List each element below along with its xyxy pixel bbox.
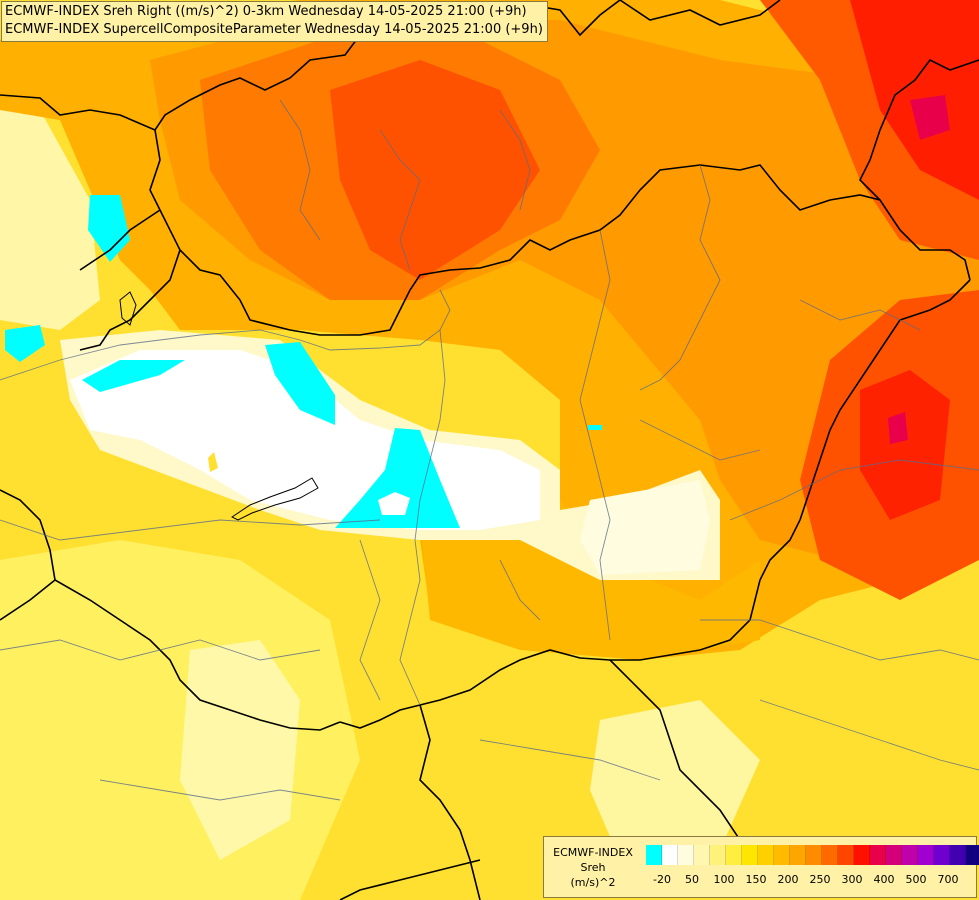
legend-tick-label: 700 bbox=[937, 873, 959, 886]
field-pale-sw bbox=[180, 640, 300, 860]
legend-tick-label: 400 bbox=[873, 873, 895, 886]
map-title-box: ECMWF-INDEX Sreh Right ((m/s)^2) 0-3km W… bbox=[1, 1, 548, 42]
legend-swatch bbox=[710, 845, 726, 865]
field-cyan-3 bbox=[82, 360, 185, 392]
lake-neusiedl bbox=[119, 291, 137, 326]
legend-ticks: -20 50 100 150 200 250 300 400 500 700 bbox=[644, 873, 974, 889]
field-pale-se bbox=[590, 700, 760, 860]
legend-swatch bbox=[790, 845, 806, 865]
field-cyan-1 bbox=[88, 195, 130, 262]
field-white-east bbox=[580, 480, 710, 575]
field-yellow-speck bbox=[208, 452, 218, 472]
legend-tick-label: 500 bbox=[905, 873, 927, 886]
field-cyan-5 bbox=[335, 428, 460, 528]
legend-swatch bbox=[806, 845, 822, 865]
legend-label-line1: ECMWF-INDEX bbox=[553, 846, 633, 859]
field-cyan-2 bbox=[5, 325, 45, 362]
legend-swatch bbox=[934, 845, 950, 865]
field-red-north bbox=[330, 60, 540, 280]
lake-balaton bbox=[231, 477, 319, 521]
legend-tick-label: 250 bbox=[809, 873, 831, 886]
map-title-line2: ECMWF-INDEX SupercellCompositeParameter … bbox=[5, 22, 543, 37]
field-pale-w bbox=[0, 110, 100, 330]
legend-swatch bbox=[870, 845, 886, 865]
field-white-in-cyan bbox=[378, 492, 410, 515]
legend-swatch bbox=[966, 845, 979, 865]
legend-tick-label: 200 bbox=[777, 873, 799, 886]
field-deepred-east bbox=[860, 370, 950, 520]
legend-swatch bbox=[742, 845, 758, 865]
legend-swatch bbox=[662, 845, 678, 865]
legend-tick-label: 50 bbox=[685, 873, 699, 886]
legend-swatch bbox=[822, 845, 838, 865]
legend-swatch bbox=[902, 845, 918, 865]
map-title-line1: ECMWF-INDEX Sreh Right ((m/s)^2) 0-3km W… bbox=[5, 4, 527, 19]
legend-swatch bbox=[854, 845, 870, 865]
legend-tick-label: 150 bbox=[745, 873, 767, 886]
legend-swatch bbox=[950, 845, 966, 865]
legend-swatch bbox=[886, 845, 902, 865]
rivers-admin bbox=[0, 99, 979, 801]
legend-swatch bbox=[646, 845, 662, 865]
field-cyan-6 bbox=[588, 425, 602, 430]
legend-tick-label: 300 bbox=[841, 873, 863, 886]
legend-tick-label: -20 bbox=[653, 873, 671, 886]
legend-label-line2: Sreh bbox=[580, 861, 606, 874]
field-cyan-4 bbox=[265, 342, 335, 425]
color-legend: ECMWF-INDEX Sreh (m/s)^2 -20 50 100 150 200 2… bbox=[543, 836, 979, 898]
legend-swatch bbox=[774, 845, 790, 865]
legend-swatch bbox=[694, 845, 710, 865]
legend-swatch bbox=[758, 845, 774, 865]
field-crimson-ne bbox=[910, 95, 950, 140]
legend-label: ECMWF-INDEX Sreh (m/s)^2 bbox=[546, 845, 640, 890]
legend-swatches bbox=[646, 845, 979, 865]
legend-swatch bbox=[678, 845, 694, 865]
legend-tick-label: 100 bbox=[713, 873, 735, 886]
legend-swatch bbox=[918, 845, 934, 865]
legend-swatch bbox=[726, 845, 742, 865]
legend-label-line3: (m/s)^2 bbox=[570, 876, 616, 889]
legend-swatch bbox=[838, 845, 854, 865]
field-crimson-east bbox=[888, 412, 908, 444]
